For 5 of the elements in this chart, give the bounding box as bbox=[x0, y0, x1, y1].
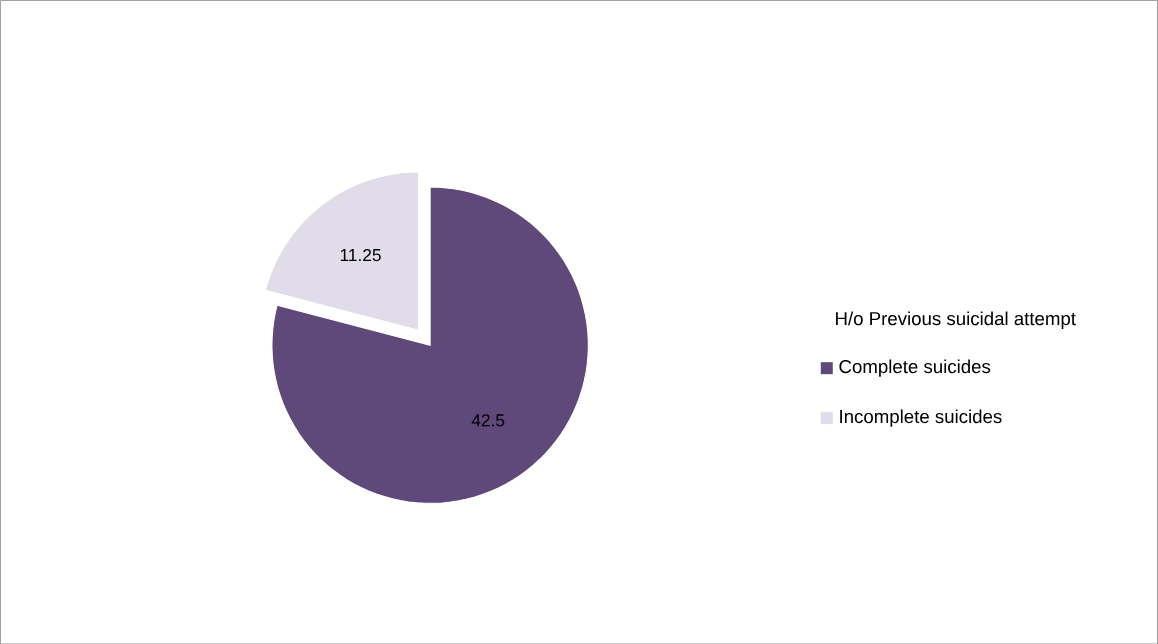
data-label: 42.5 bbox=[471, 413, 505, 427]
legend-title: H/o Previous suicidal attempt bbox=[836, 311, 1076, 329]
legend-label: Incomplete suicides bbox=[840, 409, 1002, 427]
data-label: 11.25 bbox=[340, 248, 381, 261]
legend-label: Complete suicides bbox=[839, 359, 991, 377]
